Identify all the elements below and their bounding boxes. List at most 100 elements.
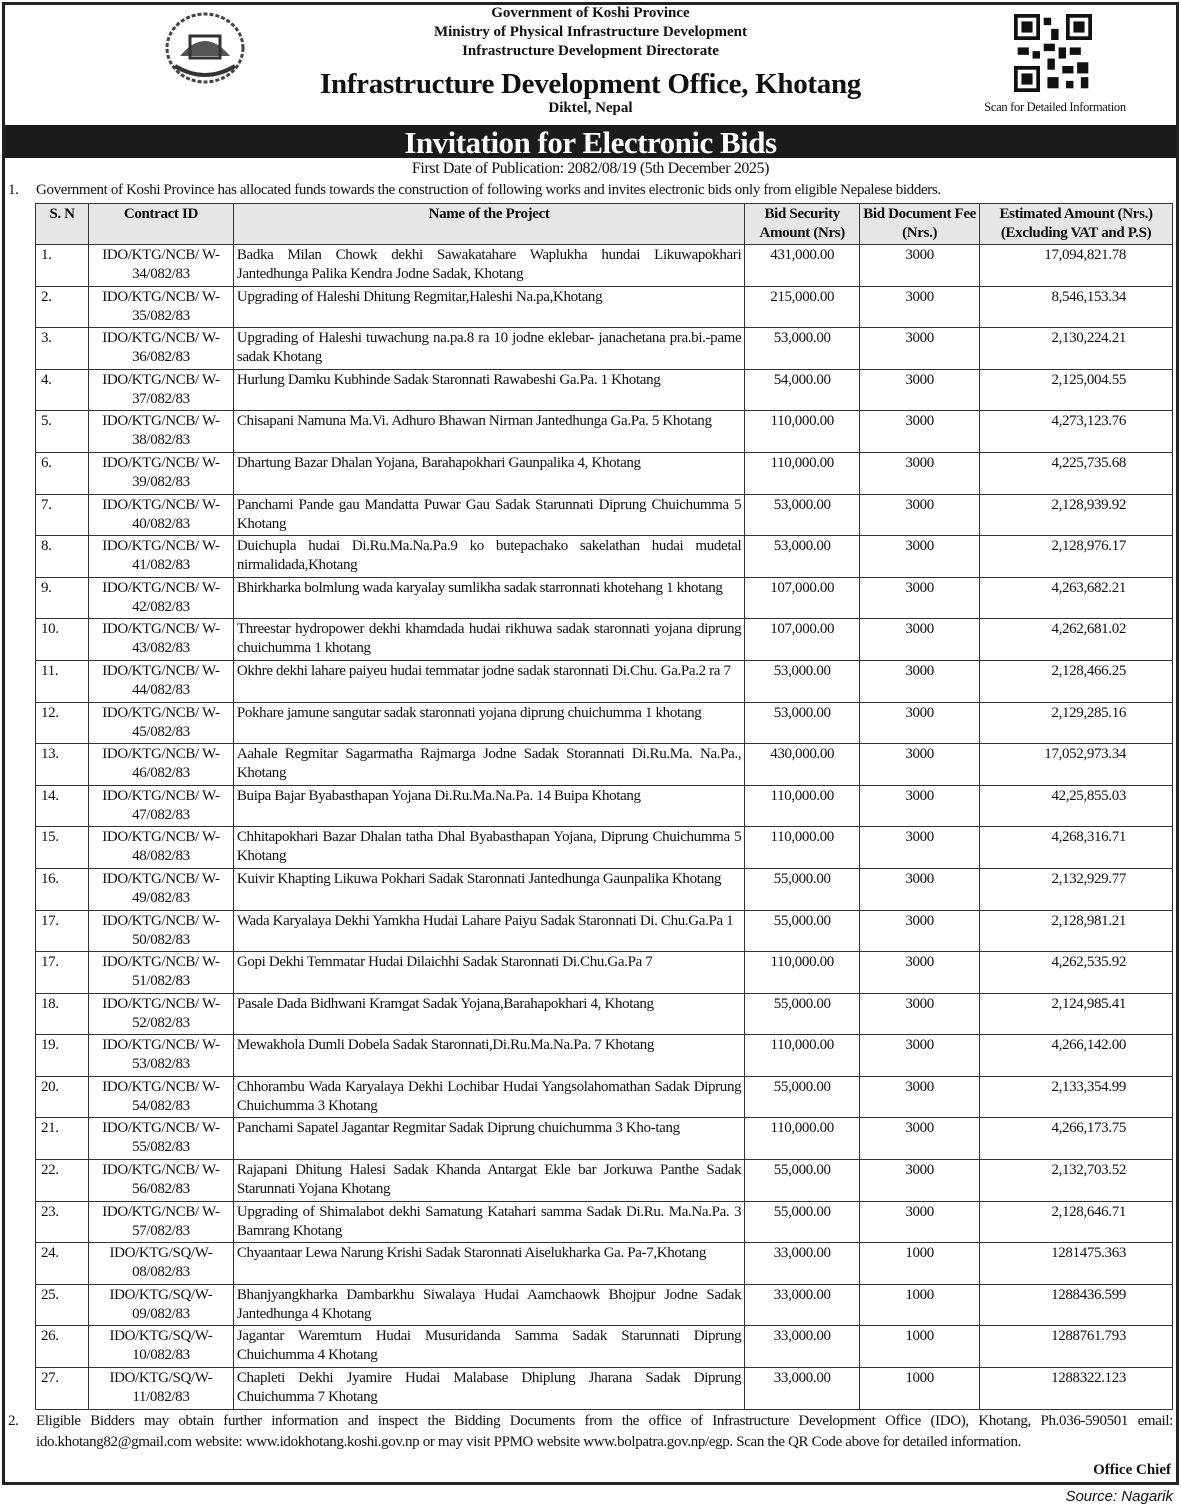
- nepal-emblem-logo: [165, 12, 245, 84]
- cell-document-fee: 3000: [859, 951, 981, 994]
- qr-caption: Scan for Detailed Information: [984, 100, 1126, 114]
- cell-sn: 19.: [35, 1034, 89, 1077]
- cell-contract-id: IDO/KTG/NCB/ W-36/082/83: [87, 327, 234, 370]
- table-row: 24. IDO/KTG/SQ/W- 08/082/83 Chyaantaar Lew…: [35, 1242, 1173, 1285]
- cell-project-name: Gopi Dekhi Temmatar Hudai Dilaichhi Sada…: [232, 951, 746, 994]
- cell-estimated-amount: 4,225,735.68: [979, 451, 1173, 495]
- cell-sn: 16.: [35, 867, 89, 911]
- cell-sn: 23.: [35, 1200, 89, 1244]
- cell-estimated-amount: 4,262,535.92: [979, 951, 1173, 994]
- cell-project-name: Chapleti Dekhi Jyamire Hudai Malabase Dh…: [232, 1367, 746, 1410]
- cell-project-name: Threestar hydropower dekhi khamdada huda…: [232, 618, 746, 661]
- cell-project-name: Jagantar Waremtum Hudai Musuridanda Samm…: [232, 1325, 746, 1369]
- cell-contract-id: IDO/KTG/NCB/ W-53/082/83: [87, 1034, 234, 1077]
- cell-document-fee: 3000: [859, 451, 981, 495]
- cell-sn: 26.: [35, 1325, 89, 1369]
- cell-contract-id: IDO/KTG/NCB/ W-41/082/83: [87, 535, 234, 578]
- cell-estimated-amount: 2,132,703.52: [979, 1159, 1173, 1202]
- cell-bid-security: 33,000.00: [744, 1242, 861, 1285]
- cell-bid-security: 110,000.00: [744, 1034, 861, 1077]
- cell-estimated-amount: 4,262,681.02: [979, 618, 1173, 661]
- cell-document-fee: 1000: [859, 1367, 981, 1410]
- table-row: 3. IDO/KTG/NCB/ W-36/082/83 Upgrading of H…: [35, 327, 1173, 370]
- table-row: 6. IDO/KTG/NCB/ W-39/082/83 Dhartung Bazar…: [35, 451, 1173, 495]
- cell-bid-security: 110,000.00: [744, 451, 861, 495]
- cell-contract-id: IDO/KTG/NCB/ W-39/082/83: [87, 451, 234, 495]
- cell-estimated-amount: 4,268,316.71: [979, 826, 1173, 869]
- cell-contract-id: IDO/KTG/SQ/W- 10/082/83: [87, 1325, 234, 1369]
- col-project-name: Name of the Project: [232, 203, 746, 245]
- cell-estimated-amount: 2,133,354.99: [979, 1075, 1173, 1119]
- cell-estimated-amount: 1281475.363: [979, 1242, 1173, 1285]
- gov-line: Government of Koshi Province: [491, 5, 690, 21]
- cell-estimated-amount: 4,266,142.00: [979, 1034, 1173, 1077]
- cell-sn: 20.: [35, 1075, 89, 1119]
- cell-contract-id: IDO/KTG/NCB/ W-48/082/83: [87, 826, 234, 869]
- table-row: 11. IDO/KTG/NCB/ W-44/082/83 Okhre dekhi l…: [35, 659, 1173, 703]
- col-sn: S. N: [35, 203, 89, 245]
- table-row: 17. IDO/KTG/NCB/ W-50/082/83 Wada Karyalay…: [35, 909, 1173, 953]
- cell-contract-id: IDO/KTG/SQ/W- 09/082/83: [87, 1283, 234, 1327]
- cell-document-fee: 3000: [859, 244, 981, 287]
- cell-contract-id: IDO/KTG/NCB/ W-40/082/83: [87, 493, 234, 537]
- table-row: 12. IDO/KTG/NCB/ W-45/082/83 Pokhare jamun…: [35, 701, 1173, 745]
- table-row: 17. IDO/KTG/NCB/ W-51/082/83 Gopi Dekhi Te…: [35, 951, 1173, 994]
- cell-contract-id: IDO/KTG/SQ/W- 11/082/83: [87, 1367, 234, 1410]
- cell-document-fee: 3000: [859, 493, 981, 537]
- cell-estimated-amount: 4,266,173.75: [979, 1117, 1173, 1161]
- table-row: 25. IDO/KTG/SQ/W- 09/082/83 Bhanjyangkhark…: [35, 1283, 1173, 1327]
- cell-project-name: Pasale Dada Bidhwani Kramgat Sadak Yojan…: [232, 992, 746, 1036]
- paragraph-number: 1.: [8, 182, 19, 198]
- cell-document-fee: 3000: [859, 618, 981, 661]
- table-row: 18. IDO/KTG/NCB/ W-52/082/83 Pasale Dada B…: [35, 992, 1173, 1036]
- cell-project-name: Chisapani Namuna Ma.Vi. Adhuro Bhawan Ni…: [232, 410, 746, 453]
- cell-project-name: Upgrading of Haleshi Dhitung Regmitar,Ha…: [232, 285, 746, 329]
- table-row: 23. IDO/KTG/NCB/ W-57/082/83 Upgrading of …: [35, 1200, 1173, 1244]
- office-name: Infrastructure Development Office, Khota…: [320, 68, 861, 100]
- cell-document-fee: 3000: [859, 659, 981, 703]
- cell-contract-id: IDO/KTG/NCB/ W-55/082/83: [87, 1117, 234, 1161]
- qr-code-icon[interactable]: [1014, 14, 1092, 92]
- cell-contract-id: IDO/KTG/NCB/ W-44/082/83: [87, 659, 234, 703]
- col-estimated-amount: Estimated Amount (Nrs.) (Excluding VAT a…: [979, 203, 1173, 245]
- table-row: 7. IDO/KTG/NCB/ W-40/082/83 Panchami Pande…: [35, 493, 1173, 537]
- table-row: 16. IDO/KTG/NCB/ W-49/082/83 Kuivir Khapti…: [35, 867, 1173, 911]
- cell-project-name: Chhorambu Wada Karyalaya Dekhi Lochibar …: [232, 1075, 746, 1119]
- cell-estimated-amount: 2,125,004.55: [979, 368, 1173, 412]
- cell-bid-security: 53,000.00: [744, 535, 861, 578]
- cell-project-name: Upgrading of Haleshi tuwachung na.pa.8 r…: [232, 327, 746, 370]
- cell-estimated-amount: 2,124,985.41: [979, 992, 1173, 1036]
- cell-document-fee: 1000: [859, 1242, 981, 1285]
- cell-estimated-amount: 1288322.123: [979, 1367, 1173, 1410]
- cell-bid-security: 55,000.00: [744, 992, 861, 1036]
- cell-contract-id: IDO/KTG/NCB/ W-45/082/83: [87, 701, 234, 745]
- cell-estimated-amount: 4,263,682.21: [979, 576, 1173, 620]
- cell-bid-security: 55,000.00: [744, 909, 861, 953]
- cell-contract-id: IDO/KTG/NCB/ W-57/082/83: [87, 1200, 234, 1244]
- cell-document-fee: 3000: [859, 1117, 981, 1161]
- table-row: 5. IDO/KTG/NCB/ W-38/082/83 Chisapani Namu…: [35, 410, 1173, 453]
- cell-project-name: Aahale Regmitar Sagarmatha Rajmarga Jodn…: [232, 743, 746, 786]
- cell-document-fee: 3000: [859, 1200, 981, 1244]
- cell-project-name: Okhre dekhi lahare paiyeu hudai temmatar…: [232, 659, 746, 703]
- table-row: 10. IDO/KTG/NCB/ W-43/082/83 Threestar hyd…: [35, 618, 1173, 661]
- cell-project-name: Chyaantaar Lewa Narung Krishi Sadak Star…: [232, 1242, 746, 1285]
- cell-bid-security: 33,000.00: [744, 1283, 861, 1327]
- office-location: Diktel, Nepal: [548, 100, 633, 116]
- cell-project-name: Chhitapokhari Bazar Dhalan tatha Dhal By…: [232, 826, 746, 869]
- cell-document-fee: 3000: [859, 327, 981, 370]
- table-row: 9. IDO/KTG/NCB/ W-42/082/83 Bhirkharka bol…: [35, 576, 1173, 620]
- cell-estimated-amount: 2,128,981.21: [979, 909, 1173, 953]
- cell-sn: 4.: [35, 368, 89, 412]
- cell-sn: 2.: [35, 285, 89, 329]
- cell-contract-id: IDO/KTG/NCB/ W-43/082/83: [87, 618, 234, 661]
- cell-project-name: Buipa Bajar Byabasthapan Yojana Di.Ru.Ma…: [232, 784, 746, 828]
- cell-project-name: Bhanjyangkharka Dambarkhu Siwalaya Hudai…: [232, 1283, 746, 1327]
- cell-contract-id: IDO/KTG/NCB/ W-38/082/83: [87, 410, 234, 453]
- cell-contract-id: IDO/KTG/NCB/ W-49/082/83: [87, 867, 234, 911]
- cell-bid-security: 54,000.00: [744, 368, 861, 412]
- cell-bid-security: 53,000.00: [744, 493, 861, 537]
- cell-contract-id: IDO/KTG/NCB/ W-35/082/83: [87, 285, 234, 329]
- table-row: 14. IDO/KTG/NCB/ W-47/082/83 Buipa Bajar B…: [35, 784, 1173, 828]
- cell-sn: 7.: [35, 493, 89, 537]
